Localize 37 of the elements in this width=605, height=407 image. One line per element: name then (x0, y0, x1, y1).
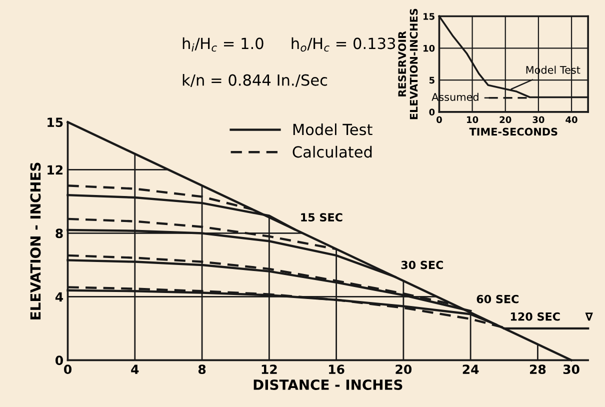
y-tick-label: 15 (48, 118, 63, 128)
annotation: 120 SEC (510, 312, 560, 321)
x-tick-label: 20 (500, 116, 512, 124)
x-tick-label: 0 (436, 116, 442, 124)
annotation: 30 SEC (401, 260, 443, 270)
legend-label: Model Test (293, 123, 372, 136)
x-axis-title: TIME-SECONDS (469, 128, 558, 136)
y-tick-label: 12 (48, 165, 63, 174)
x-tick-label: 8 (198, 364, 206, 374)
annotation: ∇ (585, 312, 593, 321)
legend-label: Calculated (292, 146, 372, 158)
y-tick-label: 8 (56, 228, 63, 238)
x-tick-label: 4 (131, 364, 139, 374)
x-tick-label: 24 (462, 364, 479, 374)
x-tick-label: 30 (532, 116, 544, 124)
y-tick-label: 4 (55, 292, 64, 302)
x-axis-title: DISTANCE - INCHES (254, 379, 402, 390)
y-axis-title: RESERVOIR ELEVATION-INCHES (398, 8, 418, 120)
y-tick-label: 15 (424, 13, 434, 20)
x-tick-label: 20 (396, 364, 412, 374)
y-tick-label: 10 (424, 44, 435, 52)
text: h$_{i}$/H$_{c}$ = 1.0 (182, 37, 264, 52)
y-axis-title: ELEVATION - INCHES (30, 162, 41, 320)
annotation: 60 SEC (476, 294, 518, 304)
annotation: 15 SEC (301, 213, 342, 222)
x-tick-label: 10 (467, 116, 478, 124)
text: h$_{o}$/H$_{c}$ = 0.133 (292, 37, 396, 52)
x-tick-label: 28 (530, 364, 546, 374)
x-tick-label: 40 (566, 116, 578, 124)
x-tick-label: 12 (262, 364, 277, 374)
y-tick-label: 0 (429, 108, 435, 116)
x-tick-label: 30 (563, 364, 580, 374)
text: k/n = 0.844 In./Sec (182, 74, 328, 88)
y-tick-label: 0 (55, 356, 63, 366)
x-tick-label: 16 (329, 364, 344, 374)
x-tick-label: 0 (64, 364, 72, 374)
y-tick-label: 5 (429, 76, 434, 84)
